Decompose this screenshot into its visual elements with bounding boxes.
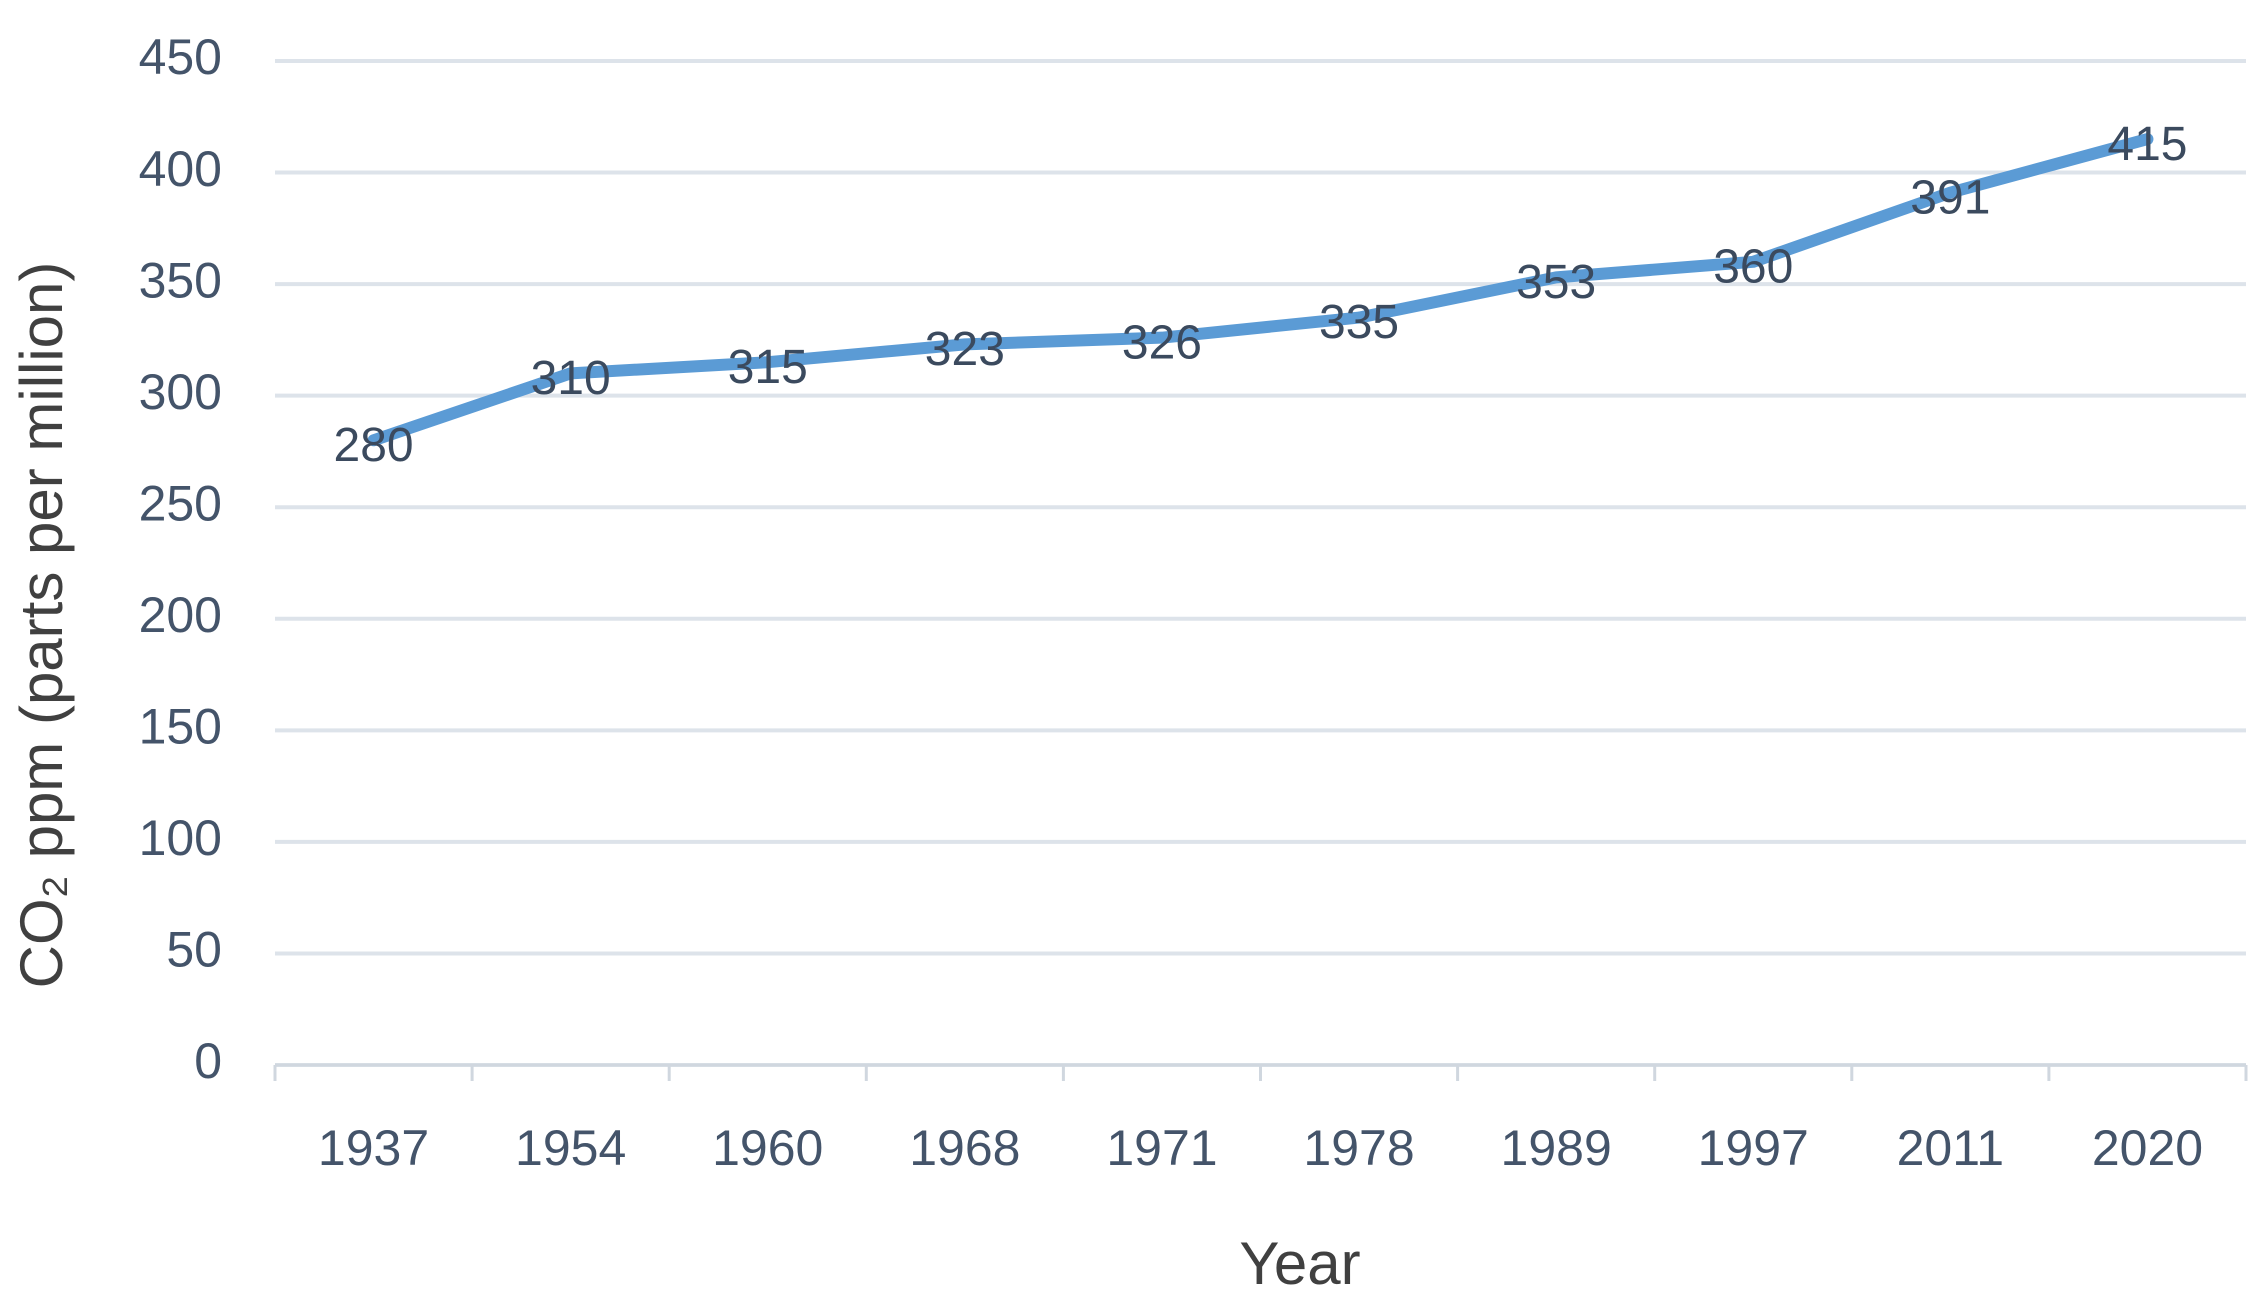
x-tick-label: 1997: [1698, 1120, 1809, 1176]
data-label: 323: [925, 323, 1005, 376]
data-label: 353: [1516, 256, 1596, 309]
x-tick-label: 1960: [712, 1120, 823, 1176]
y-tick-label: 50: [166, 922, 222, 978]
data-label: 335: [1319, 296, 1399, 349]
x-tick-label: 2020: [2092, 1120, 2203, 1176]
y-tick-label: 0: [194, 1033, 222, 1089]
data-label: 310: [531, 352, 611, 405]
data-label: 315: [728, 341, 808, 394]
y-tick-label: 400: [139, 141, 222, 197]
x-tick-label: 1937: [318, 1120, 429, 1176]
y-tick-label: 200: [139, 587, 222, 643]
x-axis-title: Year: [1239, 1230, 1360, 1297]
x-tick-label: 1954: [515, 1120, 626, 1176]
x-tick-label: 1971: [1106, 1120, 1217, 1176]
data-label: 415: [2107, 118, 2187, 171]
y-tick-label: 250: [139, 475, 222, 531]
y-axis-title: CO₂ ppm (parts per million): [8, 262, 75, 989]
data-label: 280: [334, 419, 414, 472]
y-tick-label: 300: [139, 364, 222, 420]
y-tick-label: 450: [139, 29, 222, 85]
x-tick-label: 2011: [1897, 1120, 2005, 1176]
data-label: 360: [1713, 240, 1793, 293]
y-tick-label: 150: [139, 699, 222, 755]
y-tick-label: 350: [139, 252, 222, 308]
y-tick-label: 100: [139, 810, 222, 866]
data-label: 391: [1910, 171, 1990, 224]
x-tick-label: 1989: [1501, 1120, 1612, 1176]
line: [367, 133, 2154, 447]
x-tick-label: 1968: [909, 1120, 1020, 1176]
data-label: 326: [1122, 316, 1202, 369]
x-tick-label: 1978: [1303, 1120, 1414, 1176]
